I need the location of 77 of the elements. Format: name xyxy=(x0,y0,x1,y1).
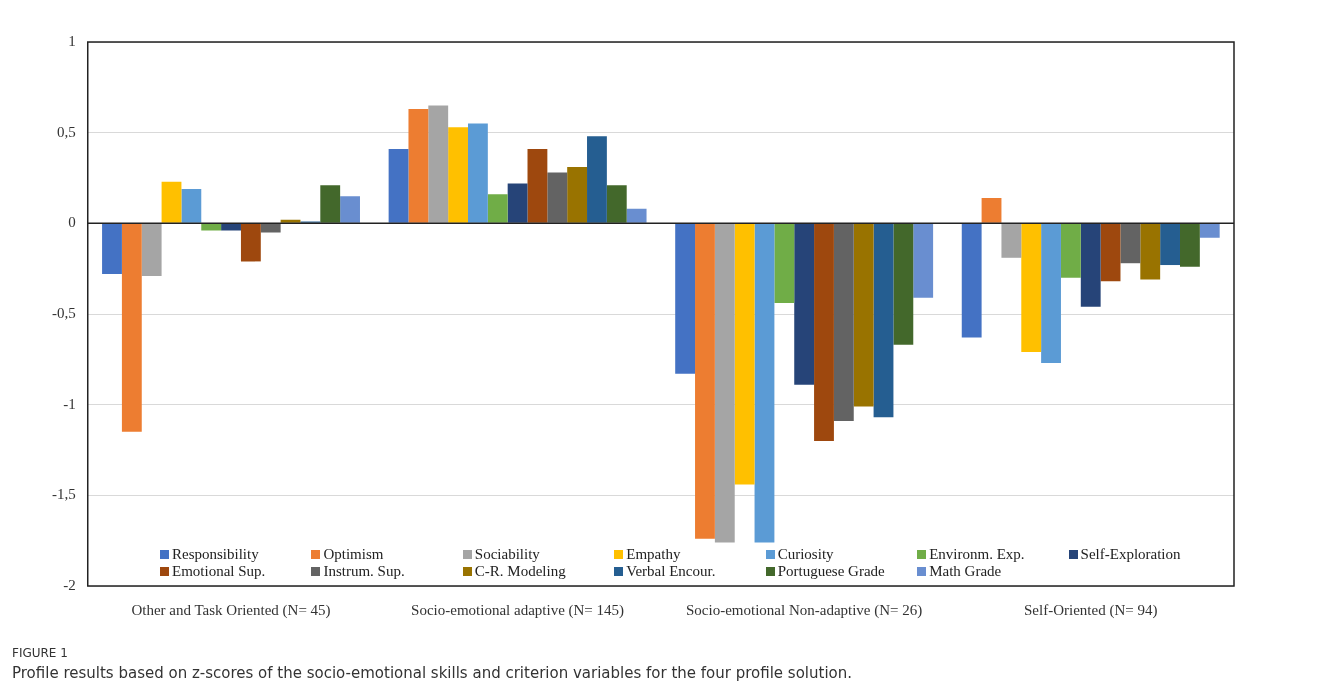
bar xyxy=(1199,223,1220,238)
bar xyxy=(1060,223,1081,278)
bar xyxy=(1041,223,1061,363)
legend-label: Verbal Encour. xyxy=(625,563,717,580)
bar xyxy=(695,223,715,539)
bar xyxy=(833,223,854,421)
bar xyxy=(814,223,834,441)
bar xyxy=(1100,223,1121,282)
bar xyxy=(961,223,982,338)
bar xyxy=(388,148,409,223)
y-tick-label: 0 xyxy=(68,214,76,231)
bar xyxy=(1179,223,1200,267)
bar xyxy=(853,223,874,407)
y-tick-label: -1 xyxy=(63,395,76,412)
legend-label: Curiosity xyxy=(776,546,835,563)
bar xyxy=(527,148,548,223)
y-tick-label: 1 xyxy=(68,32,76,49)
legend-label: Responsibility xyxy=(171,546,260,563)
bar xyxy=(913,223,934,298)
bar xyxy=(240,223,261,262)
bar xyxy=(428,105,449,223)
bar xyxy=(340,196,360,223)
bar xyxy=(408,109,429,223)
bar xyxy=(260,223,281,233)
legend-label: Environm. Exp. xyxy=(928,546,1026,563)
bar xyxy=(121,223,142,432)
bar xyxy=(873,223,894,418)
bar xyxy=(626,208,647,223)
bar xyxy=(448,127,468,223)
bar xyxy=(893,223,914,345)
bar xyxy=(1001,223,1022,258)
x-tick-label: Socio-emotional adaptive (N= 145) xyxy=(411,601,625,619)
y-tick-label: -0,5 xyxy=(52,304,76,321)
x-tick-label: Other and Task Oriented (N= 45) xyxy=(131,601,331,619)
legend-label: C-R. Modeling xyxy=(473,563,567,580)
bar xyxy=(794,223,815,385)
bar xyxy=(1120,223,1141,264)
legend-label: Sociability xyxy=(473,546,541,563)
bar xyxy=(181,188,202,223)
legend-label: Empathy xyxy=(625,546,682,563)
bar xyxy=(161,181,182,223)
bar xyxy=(734,223,755,485)
bar xyxy=(320,185,341,223)
bar xyxy=(714,223,735,543)
bar xyxy=(606,185,627,223)
bar xyxy=(675,223,696,374)
bar xyxy=(141,223,162,276)
bar xyxy=(1021,223,1042,353)
bar xyxy=(587,136,607,223)
bar xyxy=(1080,223,1101,307)
legend-label: Math Grade xyxy=(928,563,1003,580)
bar xyxy=(507,183,528,223)
bar xyxy=(280,219,301,223)
legend-label: Instrum. Sup. xyxy=(322,563,406,580)
legend-label: Portuguese Grade xyxy=(776,563,886,580)
bar xyxy=(774,223,795,304)
legend-label: Emotional Sup. xyxy=(171,563,267,580)
legend-label: Optimism xyxy=(322,546,385,563)
bar xyxy=(1140,223,1161,280)
legend-label: Self-Exploration xyxy=(1079,546,1182,563)
bar xyxy=(102,223,122,275)
y-tick-label: -2 xyxy=(63,576,76,593)
bar xyxy=(981,197,1002,223)
bar xyxy=(487,194,508,223)
x-tick-label: Socio-emotional Non-adaptive (N= 26) xyxy=(685,601,923,619)
y-tick-label: -1,5 xyxy=(52,486,76,503)
bar xyxy=(547,172,568,223)
y-tick-label: 0,5 xyxy=(57,123,76,140)
bar xyxy=(754,223,775,543)
bar xyxy=(467,123,488,223)
x-tick-label: Self-Oriented (N= 94) xyxy=(1024,601,1158,619)
bar xyxy=(201,223,222,231)
text: Profile results based on z-scores of the socio-emotional skills and criterion variables for the four profile solution. xyxy=(12,664,853,682)
bar xyxy=(221,223,241,231)
text: FIGURE 1 xyxy=(12,646,68,660)
bar xyxy=(567,167,588,223)
bar xyxy=(1160,223,1180,266)
